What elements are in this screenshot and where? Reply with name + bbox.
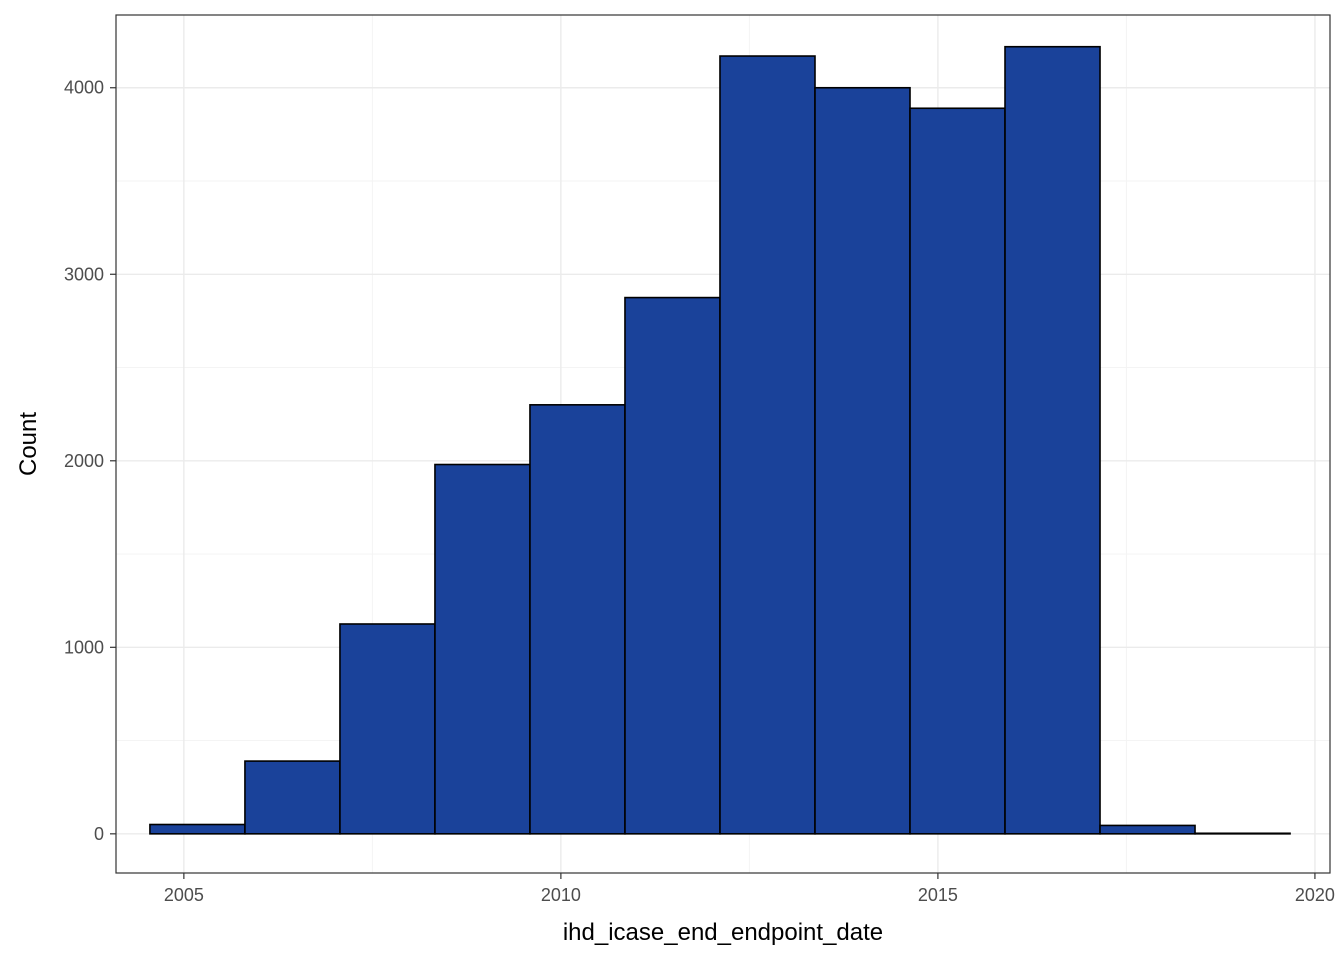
histogram-bar [1004,45,1101,835]
histogram-bar [529,404,626,835]
histogram-bar [149,823,246,835]
histogram-bar [1099,824,1196,835]
x-tick-label: 2015 [918,885,958,905]
axis-ticks [110,87,1316,879]
histogram-bar [339,623,436,835]
y-axis-tick-labels: 0 1000 2000 3000 4000 [64,78,104,844]
x-tick-label: 2020 [1295,885,1335,905]
x-axis-tick-labels: 2005 2010 2015 2020 [164,885,1335,905]
panel-border [115,14,1331,874]
x-tick-label: 2005 [164,885,204,905]
histogram-bar [814,86,911,835]
y-tick-label: 4000 [64,78,104,98]
y-tick-label: 2000 [64,451,104,471]
histogram-bar [244,760,341,835]
y-axis-title: Count [15,412,42,476]
y-tick-label: 1000 [64,637,104,657]
histogram-bar [909,107,1006,835]
x-axis-title: ihd_icase_end_endpoint_date [563,919,883,946]
histogram-bar [1194,832,1291,835]
y-tick-label: 3000 [64,264,104,284]
histogram-bars [149,45,1291,835]
x-tick-label: 2010 [541,885,581,905]
y-tick-label: 0 [94,824,104,844]
histogram-bar [434,463,531,835]
histogram-bar [624,296,721,835]
histogram-bar [719,55,816,835]
